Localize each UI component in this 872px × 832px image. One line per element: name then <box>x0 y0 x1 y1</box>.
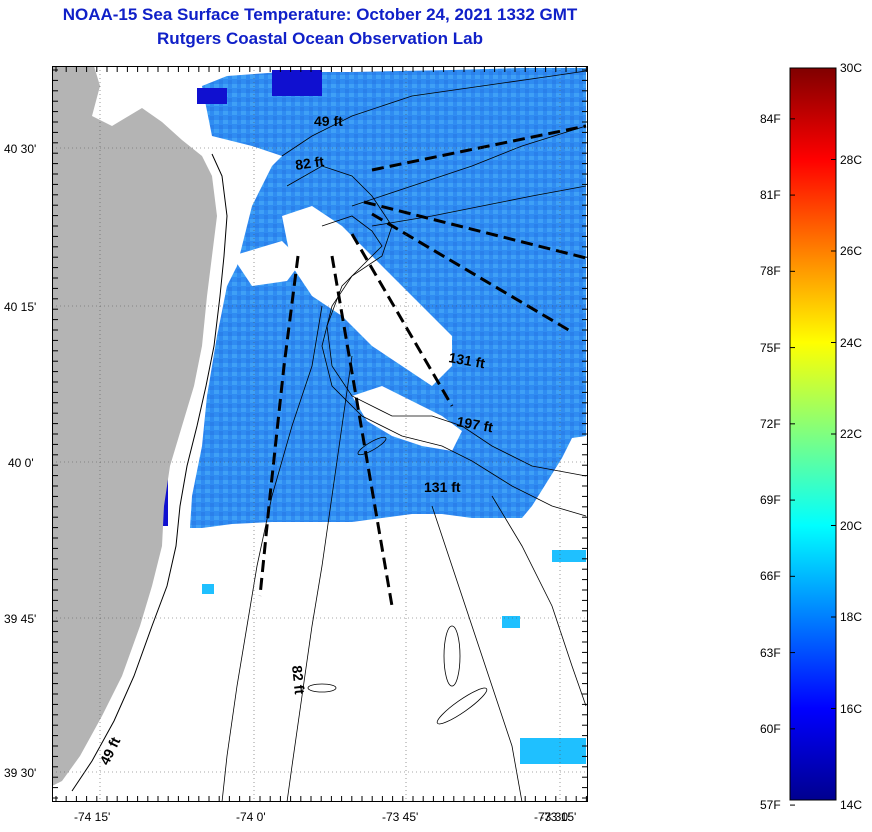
colorbar-fahrenheit-label: 81F <box>760 188 781 203</box>
colorbar-celsius-label: 14C <box>840 798 863 812</box>
colorbar-fahrenheit-label: 57F <box>760 798 781 813</box>
coastline <box>71 153 228 792</box>
colorbar-celsius-label: 26C <box>840 244 863 258</box>
depth-label: 131 ft <box>424 479 461 495</box>
colorbar-celsius-label: 20C <box>840 518 863 533</box>
cold-water <box>197 88 227 104</box>
lat-label: 40 0' <box>8 456 34 470</box>
cloud-patch <box>232 241 302 286</box>
lon-label: -73 30' <box>534 810 571 824</box>
transect-lines <box>258 124 587 607</box>
depth-label: 197 ft <box>455 413 494 435</box>
cold-water <box>272 70 322 96</box>
lat-label: 39 30' <box>4 766 37 780</box>
depth-label: 82 ft <box>294 153 325 173</box>
colorbar-fahrenheit-label: 69F <box>760 493 781 508</box>
land <box>52 66 217 786</box>
lat-label: 40 15' <box>4 300 37 314</box>
map-frame <box>52 66 588 802</box>
colorbar-fahrenheit-label: 78F <box>760 264 781 279</box>
cloud-patch <box>352 386 462 451</box>
lon-label: -73 45' <box>382 810 419 824</box>
colorbar-gradient <box>789 67 837 801</box>
sst-patch <box>202 584 214 594</box>
lat-label: 39 45' <box>4 612 37 626</box>
map-title: NOAA-15 Sea Surface Temperature: October… <box>62 5 578 24</box>
colorbar-fahrenheit-label: 75F <box>760 340 781 355</box>
sst-patch <box>552 550 586 562</box>
colorbar-fahrenheit-label: 63F <box>760 645 781 660</box>
colorbar-celsius-label: 24C <box>840 335 863 350</box>
colorbar-celsius-label: 30C <box>840 61 863 75</box>
colorbar-fahrenheit-label: 72F <box>760 416 781 431</box>
colorbar-celsius-label: 28C <box>840 152 863 167</box>
map-subtitle: Rutgers Coastal Ocean Observation Lab <box>157 29 483 48</box>
sst-patch <box>520 738 586 764</box>
sst-patch <box>502 616 520 628</box>
lon-label: -74 15' <box>74 810 111 824</box>
depth-label: 82 ft <box>289 665 308 696</box>
colorbar-celsius-label: 18C <box>840 610 863 624</box>
depth-label: 49 ft <box>314 113 343 129</box>
colorbar-celsius-label: 16C <box>840 701 863 716</box>
cloud-patch <box>282 206 452 386</box>
depth-label: 131 ft <box>447 349 486 371</box>
sst-map: 49 ft 82 ft 131 ft 197 ft 131 ft 82 ft 4… <box>52 66 588 802</box>
lat-label: 40 30' <box>4 142 37 156</box>
lat-lon-grid <box>52 66 588 802</box>
lon-label: -74 0' <box>236 810 266 824</box>
colorbar-fahrenheit-label: 84F <box>760 111 781 126</box>
colorbar-celsius-label: 22C <box>840 427 863 441</box>
bathymetry-contours <box>221 70 587 802</box>
colorbar-fahrenheit-label: 66F <box>760 569 781 584</box>
lon-label: -73 15' <box>540 810 577 824</box>
colorbar-fahrenheit-label: 60F <box>760 721 781 736</box>
